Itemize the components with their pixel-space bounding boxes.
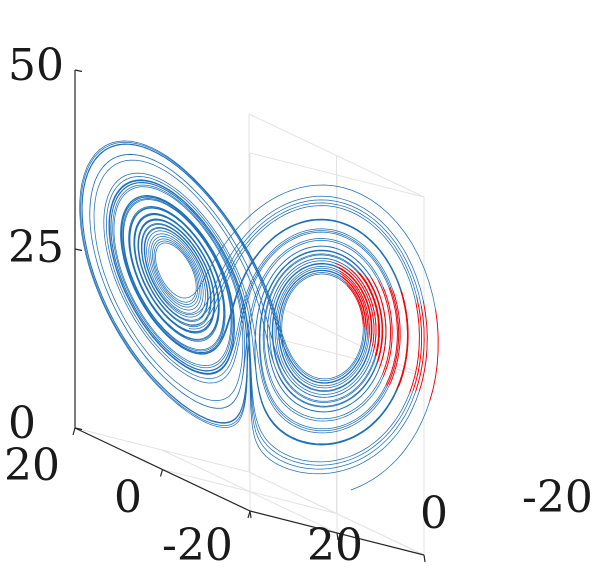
z-tick-mark	[74, 248, 83, 252]
y-tick-label-20: 20	[4, 440, 60, 491]
tick-label-layer: 0 25 50 20 0 -20 20 0 -20	[4, 40, 593, 571]
trajectory-layer	[79, 140, 439, 491]
y-tick-mark	[72, 427, 76, 436]
highlighted-trajectory-segment	[334, 262, 439, 402]
y-tick-label-0: 0	[114, 472, 142, 523]
x-tick-label-0: 0	[420, 488, 448, 539]
z-tick-label-0: 0	[8, 398, 36, 449]
back-wall-grid-line	[248, 113, 425, 198]
z-tick-label-25: 25	[8, 222, 64, 273]
side-wall-grid-line	[249, 152, 425, 198]
z-tick-label-50: 50	[8, 40, 64, 91]
y-tick-label-neg20: -20	[162, 520, 233, 571]
y-tick-mark	[159, 469, 164, 477]
floor-grid-line	[74, 427, 250, 473]
x-tick-mark	[336, 532, 339, 541]
x-tick-mark	[423, 554, 426, 563]
axis-layer	[72, 69, 426, 563]
x-tick-label-20: 20	[307, 520, 363, 571]
x-tick-label-neg20: -20	[522, 472, 593, 523]
trajectory-line	[79, 140, 439, 491]
z-tick-mark	[74, 427, 83, 431]
x-tick-mark	[249, 510, 252, 519]
z-tick-mark	[74, 69, 83, 73]
